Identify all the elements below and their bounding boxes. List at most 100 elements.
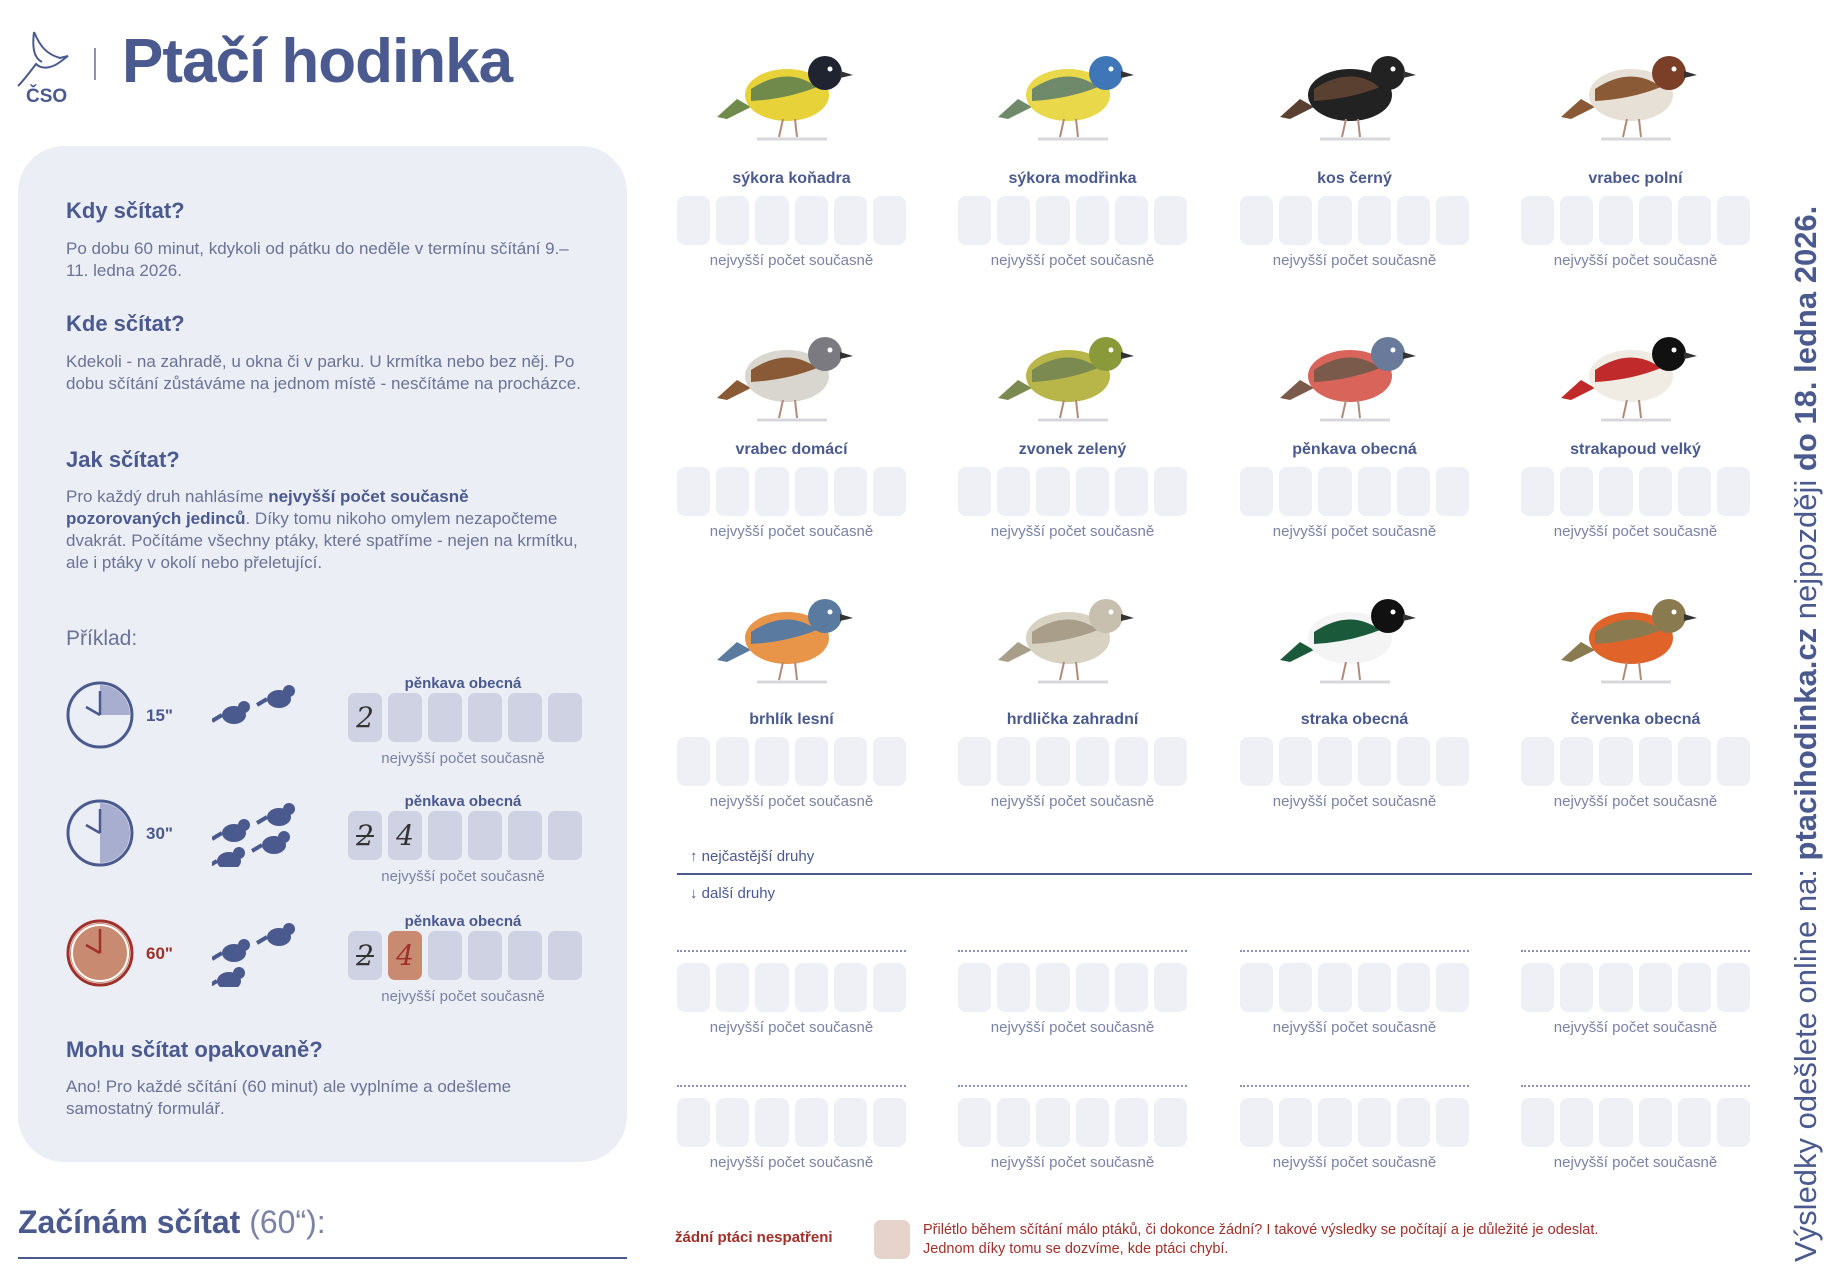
count-digit-box[interactable] (1716, 737, 1751, 786)
count-digit-box[interactable] (1075, 196, 1109, 245)
count-digit-box[interactable] (833, 467, 867, 516)
count-digit-box[interactable] (755, 737, 789, 786)
count-digit-box[interactable] (1075, 467, 1109, 516)
count-digit-box[interactable] (1153, 196, 1188, 245)
count-digit-box[interactable] (872, 963, 907, 1012)
species-name-field[interactable] (958, 1085, 1187, 1087)
count-digit-box[interactable] (1521, 737, 1555, 786)
count-digit-box[interactable] (1153, 963, 1188, 1012)
count-digit-box[interactable] (1240, 1098, 1274, 1147)
count-digit-box[interactable] (1153, 1098, 1188, 1147)
count-digit-box[interactable] (1036, 467, 1070, 516)
count-digit-box[interactable] (1716, 196, 1751, 245)
start-time-line[interactable] (18, 1257, 627, 1259)
count-digit-box[interactable] (1279, 196, 1313, 245)
count-digit-box[interactable] (1435, 963, 1470, 1012)
count-digit-box[interactable] (1599, 963, 1633, 1012)
species-name-field[interactable] (677, 1085, 906, 1087)
count-digit-box[interactable] (1318, 467, 1352, 516)
count-digit-box[interactable] (677, 963, 711, 1012)
count-digit-box[interactable] (677, 1098, 711, 1147)
count-digit-box[interactable] (716, 467, 750, 516)
count-digit-box[interactable] (1599, 1098, 1633, 1147)
count-digit-box[interactable] (1075, 1098, 1109, 1147)
count-digit-box[interactable] (1318, 963, 1352, 1012)
count-digit-box[interactable] (794, 1098, 828, 1147)
count-digit-box[interactable] (1075, 737, 1109, 786)
count-digit-box[interactable] (1521, 963, 1555, 1012)
count-digit-box[interactable] (1599, 467, 1633, 516)
count-digit-box[interactable] (1279, 963, 1313, 1012)
count-digit-box[interactable] (677, 467, 711, 516)
count-digit-box[interactable] (755, 196, 789, 245)
count-digit-box[interactable] (1153, 737, 1188, 786)
count-digit-box[interactable] (997, 467, 1031, 516)
count-digit-box[interactable] (716, 1098, 750, 1147)
count-digit-box[interactable] (794, 196, 828, 245)
count-digit-box[interactable] (872, 467, 907, 516)
species-name-field[interactable] (1521, 950, 1750, 952)
count-digit-box[interactable] (755, 963, 789, 1012)
count-digit-box[interactable] (1240, 196, 1274, 245)
count-digit-box[interactable] (1036, 1098, 1070, 1147)
count-digit-box[interactable] (1396, 467, 1430, 516)
count-digit-box[interactable] (1435, 1098, 1470, 1147)
count-digit-box[interactable] (833, 737, 867, 786)
count-digit-box[interactable] (958, 963, 992, 1012)
count-digit-box[interactable] (1240, 467, 1274, 516)
count-digit-box[interactable] (794, 467, 828, 516)
count-digit-box[interactable] (1599, 196, 1633, 245)
count-digit-box[interactable] (1279, 467, 1313, 516)
count-digit-box[interactable] (997, 737, 1031, 786)
count-digit-box[interactable] (1036, 196, 1070, 245)
count-digit-box[interactable] (1435, 737, 1470, 786)
count-digit-box[interactable] (872, 196, 907, 245)
count-digit-box[interactable] (677, 737, 711, 786)
count-digit-box[interactable] (958, 196, 992, 245)
count-digit-box[interactable] (1036, 963, 1070, 1012)
count-digit-box[interactable] (1318, 1098, 1352, 1147)
species-name-field[interactable] (1240, 1085, 1469, 1087)
count-digit-box[interactable] (1036, 737, 1070, 786)
count-digit-box[interactable] (1114, 737, 1148, 786)
count-digit-box[interactable] (1075, 963, 1109, 1012)
species-name-field[interactable] (958, 950, 1187, 952)
count-digit-box[interactable] (1114, 467, 1148, 516)
species-name-field[interactable] (677, 950, 906, 952)
count-digit-box[interactable] (1560, 737, 1594, 786)
count-digit-box[interactable] (1318, 196, 1352, 245)
count-digit-box[interactable] (1114, 1098, 1148, 1147)
species-name-field[interactable] (1240, 950, 1469, 952)
count-digit-box[interactable] (1677, 467, 1711, 516)
count-digit-box[interactable] (1638, 196, 1672, 245)
count-digit-box[interactable] (1521, 467, 1555, 516)
species-name-field[interactable] (1521, 1085, 1750, 1087)
count-digit-box[interactable] (1638, 1098, 1672, 1147)
count-digit-box[interactable] (794, 737, 828, 786)
count-digit-box[interactable] (1560, 467, 1594, 516)
count-digit-box[interactable] (1521, 1098, 1555, 1147)
count-digit-box[interactable] (833, 196, 867, 245)
count-digit-box[interactable] (872, 737, 907, 786)
count-digit-box[interactable] (872, 1098, 907, 1147)
count-digit-box[interactable] (1396, 963, 1430, 1012)
count-digit-box[interactable] (997, 963, 1031, 1012)
count-digit-box[interactable] (1279, 737, 1313, 786)
count-digit-box[interactable] (1279, 1098, 1313, 1147)
count-digit-box[interactable] (755, 467, 789, 516)
count-digit-box[interactable] (958, 737, 992, 786)
count-digit-box[interactable] (1560, 196, 1594, 245)
count-digit-box[interactable] (1435, 467, 1470, 516)
count-digit-box[interactable] (1716, 1098, 1751, 1147)
count-digit-box[interactable] (1357, 737, 1391, 786)
count-digit-box[interactable] (1560, 1098, 1594, 1147)
count-digit-box[interactable] (1599, 737, 1633, 786)
count-digit-box[interactable] (716, 963, 750, 1012)
count-digit-box[interactable] (1357, 467, 1391, 516)
count-digit-box[interactable] (958, 1098, 992, 1147)
count-digit-box[interactable] (997, 196, 1031, 245)
count-digit-box[interactable] (1521, 196, 1555, 245)
count-digit-box[interactable] (958, 467, 992, 516)
count-digit-box[interactable] (794, 963, 828, 1012)
count-digit-box[interactable] (1357, 1098, 1391, 1147)
